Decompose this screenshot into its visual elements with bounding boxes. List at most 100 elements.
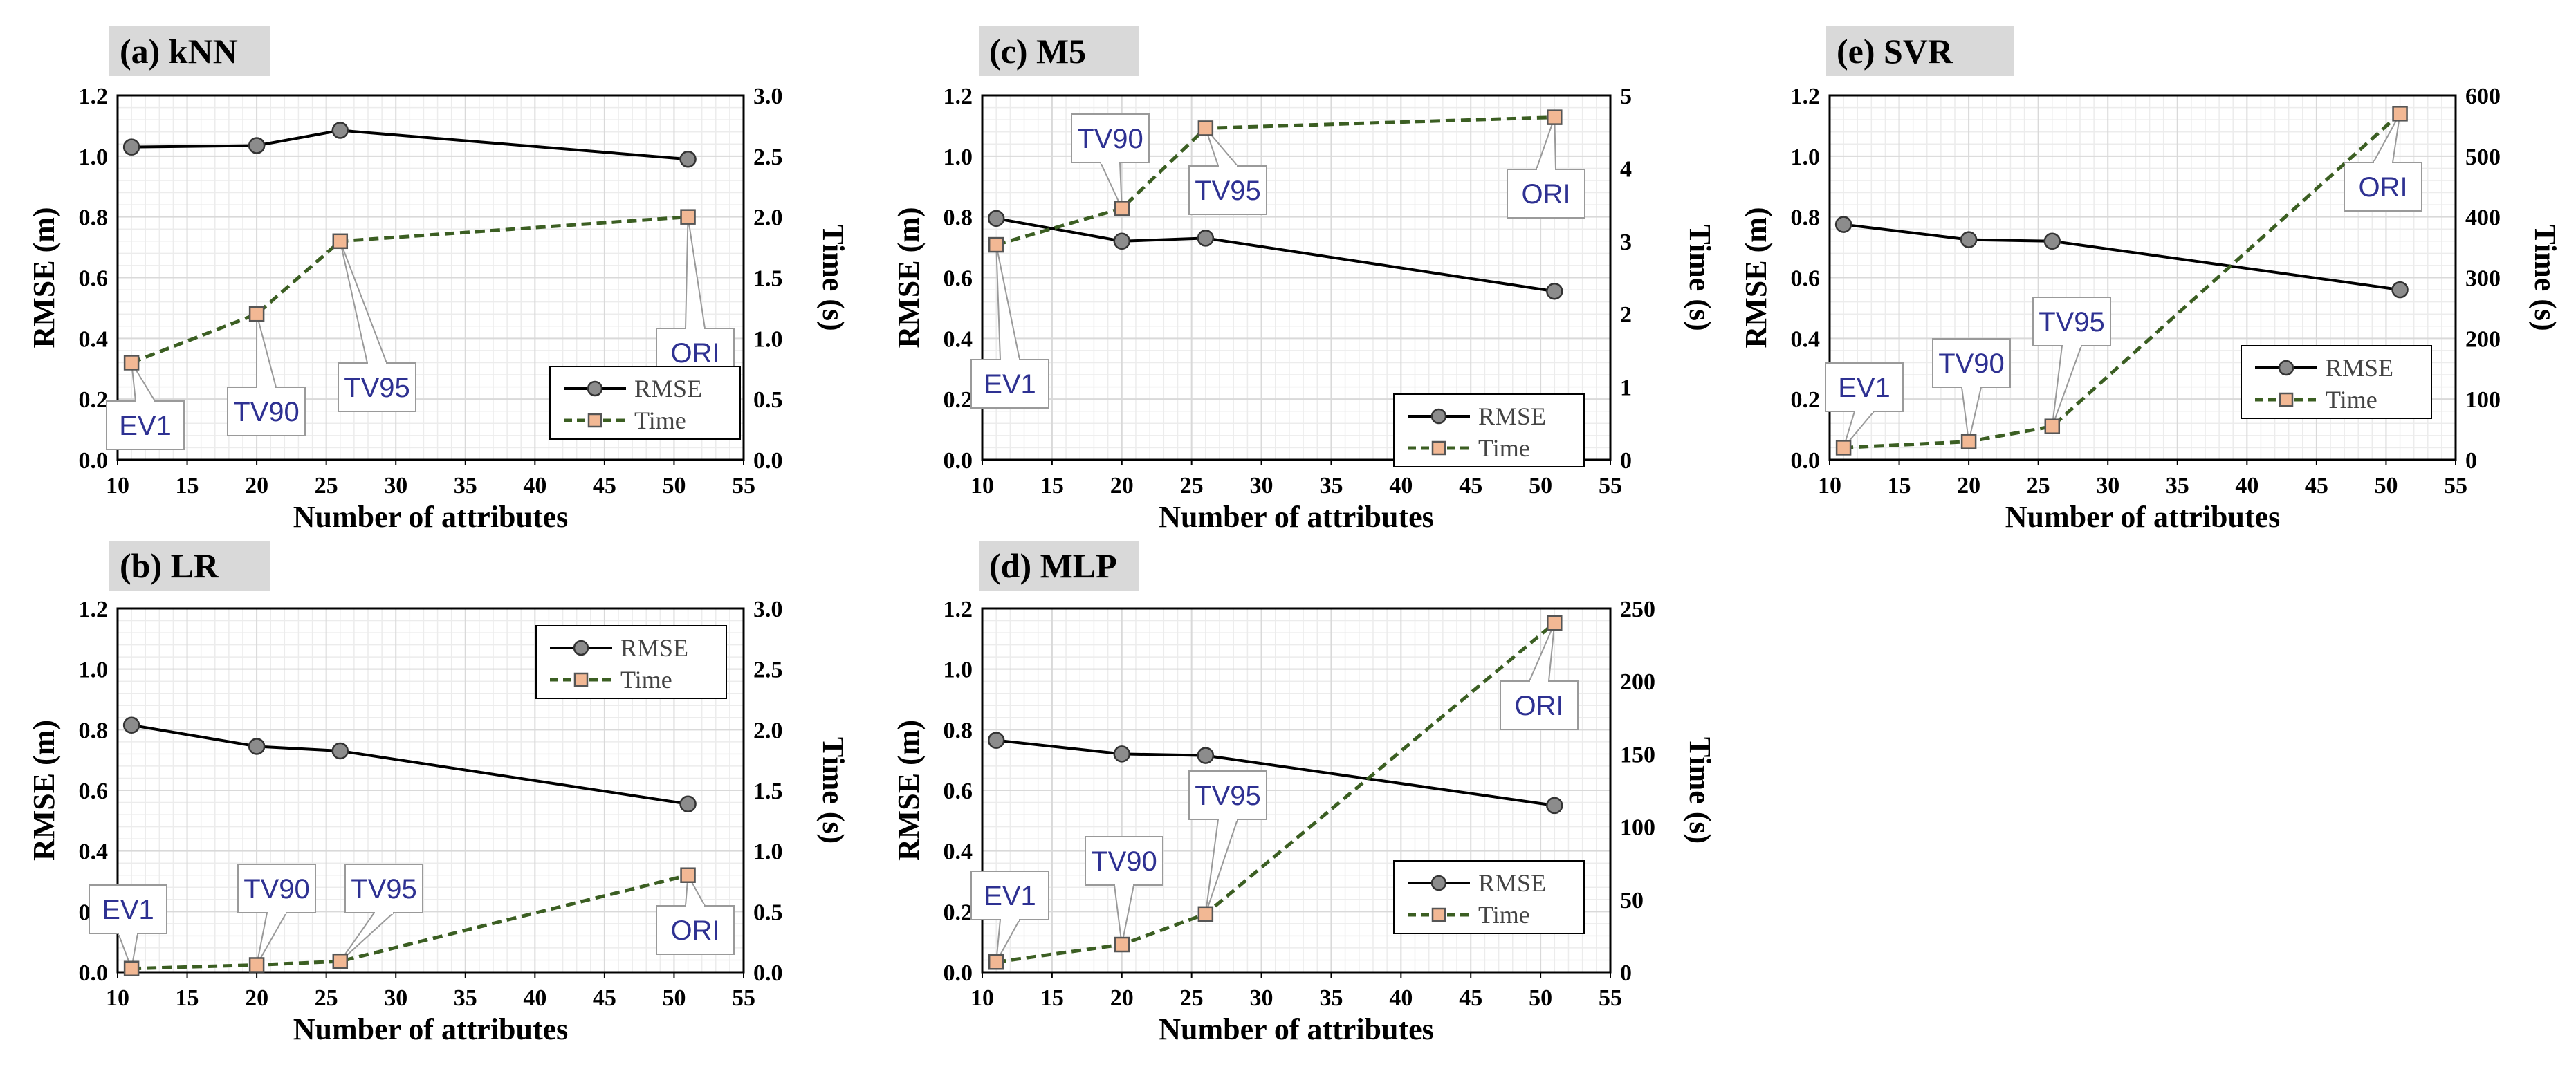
y-left-tick-label: 1.2: [1791, 84, 1821, 109]
callout-box: [338, 362, 416, 412]
x-tick-label: 50: [662, 985, 686, 1011]
y-right-tick-label: 3.0: [753, 597, 783, 622]
y-left-tick-label: 0.2: [1791, 387, 1821, 413]
y-right-tick-label: 250: [1620, 597, 1655, 622]
callout-ori: ORI: [2344, 113, 2422, 212]
x-tick-label: 25: [315, 985, 338, 1011]
y-right-tick-label: 3: [1620, 230, 1632, 255]
rmse-point: [248, 738, 266, 755]
plot-area-frame: [116, 607, 745, 974]
y-right-tick-label: 4: [1620, 156, 1632, 182]
rmse-point: [122, 138, 140, 156]
x-tick-label: 40: [523, 985, 546, 1011]
time-point: [1114, 201, 1130, 216]
callout-box: [1188, 770, 1267, 820]
time-point: [123, 960, 140, 976]
series-rmse-line: [995, 216, 1555, 293]
legend-time-swatch-marker: [1431, 907, 1446, 922]
x-tick-label: 40: [2235, 473, 2258, 499]
y-right-tick-label: 0: [1620, 960, 1632, 986]
y-left-tick-label: 0.0: [79, 960, 109, 986]
legend-box: [1393, 860, 1585, 934]
rmse-point: [1960, 231, 1978, 248]
x-tick-label: 35: [2166, 473, 2189, 499]
legend: RMSE Time: [1393, 860, 1585, 934]
panel-title-background: [979, 26, 1139, 76]
y-right-tick-label: 50: [1620, 888, 1644, 913]
x-tick-label: 50: [662, 473, 686, 499]
time-point: [988, 236, 1004, 253]
time-point: [1547, 109, 1563, 125]
panel-title: (c) M5: [989, 32, 1086, 71]
x-tick-label: 30: [2096, 473, 2119, 499]
time-point: [1197, 120, 1214, 136]
x-axis-title: Number of attributes: [1159, 500, 1434, 534]
callout-box: [2032, 297, 2111, 346]
x-tick-label: 45: [1459, 473, 1482, 499]
callout-pointer: [1961, 387, 1982, 442]
legend: RMSE Time: [1393, 393, 1585, 467]
callout-label: TV95: [344, 373, 410, 403]
callout-tv90: TV90: [1071, 113, 1150, 209]
callout-tv95: TV95: [339, 864, 423, 962]
legend-time-swatch-marker: [587, 413, 602, 428]
y-left-tick-label: 1.2: [944, 84, 973, 109]
y-right-axis-title: Time (s): [1683, 224, 1717, 331]
x-tick-label: 10: [106, 985, 129, 1011]
y-left-tick-label: 0.6: [944, 779, 973, 804]
time-point: [332, 233, 349, 250]
legend-box: [1393, 393, 1585, 467]
callout-box: [1500, 680, 1579, 730]
rmse-point: [2043, 232, 2061, 250]
callout-label: TV95: [1195, 781, 1261, 811]
legend-box: [549, 366, 741, 440]
x-tick-label: 25: [315, 473, 338, 499]
callout-tv90: TV90: [237, 864, 316, 965]
x-tick-label: 45: [593, 473, 616, 499]
time-point: [248, 957, 265, 973]
x-tick-label: 10: [970, 473, 994, 499]
legend-time-swatch-marker: [2279, 392, 2294, 407]
y-left-tick-label: 0.4: [79, 839, 109, 865]
callout-pointer: [1536, 117, 1556, 170]
rmse-point: [1546, 797, 1563, 815]
y-left-tick-label: 0.8: [944, 205, 973, 231]
y-right-axis-title: Time (s): [816, 224, 850, 331]
series-time-line: [131, 215, 688, 364]
x-tick-label: 25: [1180, 985, 1204, 1011]
x-tick-label: 20: [245, 985, 268, 1011]
callout-box: [970, 359, 1049, 409]
y-right-tick-label: 2: [1620, 302, 1632, 328]
x-tick-label: 15: [176, 985, 199, 1011]
legend-rmse-label: RMSE: [1478, 402, 1546, 430]
y-left-tick-label: 0.2: [944, 900, 973, 925]
y-right-tick-label: 1.0: [753, 326, 783, 352]
callout-box: [237, 864, 316, 913]
legend-rmse-label: RMSE: [1478, 869, 1546, 897]
x-tick-label: 45: [2305, 473, 2328, 499]
callout-label: TV90: [233, 397, 300, 427]
rmse-point: [679, 795, 697, 812]
y-left-tick-label: 0.0: [1791, 448, 1821, 474]
x-tick-label: 50: [2374, 473, 2398, 499]
y-right-tick-label: 200: [1620, 669, 1655, 695]
x-tick-label: 30: [1250, 473, 1273, 499]
y-right-tick-label: 0: [2465, 448, 2477, 474]
time-point: [680, 209, 696, 225]
callout-ori: ORI: [1500, 622, 1579, 730]
callout-label: ORI: [1514, 691, 1563, 721]
legend-rmse-label: RMSE: [634, 375, 702, 402]
y-left-tick-label: 0.4: [944, 326, 973, 352]
rmse-point: [1113, 232, 1131, 250]
y-right-tick-label: 1.5: [753, 266, 783, 292]
x-tick-label: 20: [1110, 985, 1134, 1011]
y-right-tick-label: 2.5: [753, 658, 783, 683]
x-axis-title: Number of attributes: [293, 500, 569, 534]
callout-label: EV1: [102, 895, 154, 925]
x-tick-label: 55: [732, 985, 755, 1011]
plot-area-frame: [981, 607, 1612, 974]
y-right-axis-title: Time (s): [1683, 737, 1717, 844]
legend-box: [2241, 345, 2432, 419]
callout-box: [1825, 362, 1904, 412]
y-left-tick-label: 0.4: [944, 839, 973, 865]
